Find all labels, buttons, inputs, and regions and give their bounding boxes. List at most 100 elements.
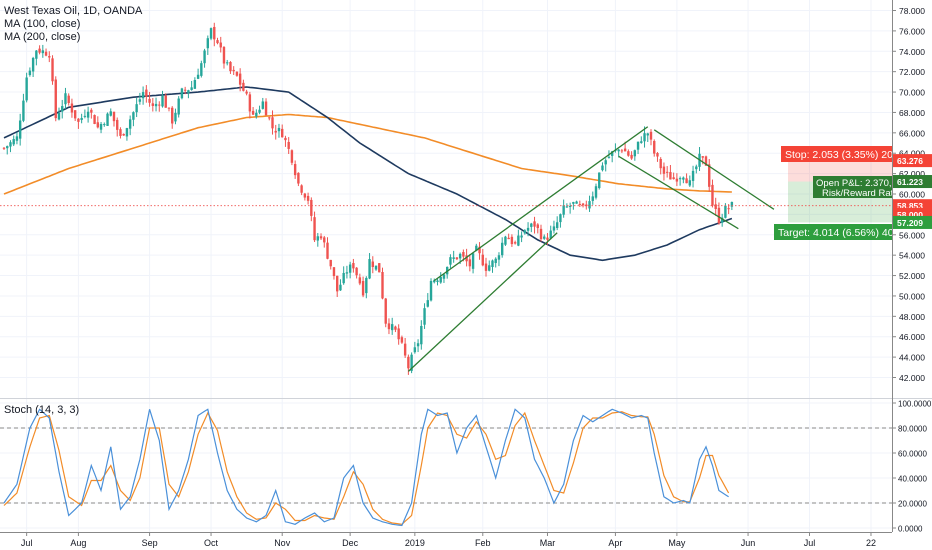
candle-body	[581, 203, 585, 206]
candle-body	[206, 38, 210, 49]
candle-body	[103, 124, 106, 126]
candle-body	[310, 199, 313, 216]
candle-body	[255, 112, 258, 117]
candle-body	[158, 104, 161, 106]
candle-body	[41, 50, 45, 54]
candle-body	[410, 354, 413, 371]
candle-body	[368, 259, 371, 279]
candle-body	[348, 264, 352, 273]
candle-body	[213, 26, 216, 40]
candle-body	[48, 56, 51, 58]
candle-body	[555, 222, 559, 229]
candle-body	[187, 90, 190, 93]
candle-body	[374, 265, 378, 270]
candle-body	[403, 343, 407, 356]
candle-body	[656, 153, 659, 157]
time-tick-label: Oct	[204, 538, 219, 548]
time-tick-label: 2019	[405, 538, 425, 548]
candle-body	[171, 107, 174, 124]
stoch-legend[interactable]: Stoch (14, 3, 3)	[4, 404, 79, 416]
chart-title[interactable]: West Texas Oil, 1D, OANDA	[4, 5, 143, 17]
ma200-legend[interactable]: MA (200, close)	[4, 31, 80, 43]
candle-body	[77, 118, 80, 122]
time-tick-label: Nov	[274, 538, 291, 548]
candle-body	[675, 178, 679, 182]
candle-body	[371, 261, 374, 268]
candle-body	[332, 267, 336, 277]
entry-price-tag	[893, 175, 932, 189]
candle-body	[688, 180, 692, 186]
stoch-tick-label: 40.0000	[898, 475, 927, 484]
candle-body	[391, 324, 394, 331]
candle-body	[222, 46, 226, 64]
candle-body	[452, 257, 455, 259]
time-tick-label: Dec	[342, 538, 359, 548]
candle-body	[190, 87, 193, 90]
candle-body	[708, 164, 711, 187]
time-tick-label: Jul	[21, 538, 33, 548]
candle-body	[226, 62, 229, 64]
channel-line[interactable]	[618, 155, 739, 230]
candle-body	[598, 172, 601, 189]
candle-body	[216, 40, 219, 44]
candle-body	[462, 252, 465, 257]
stoch-axis[interactable]: 0.0000 20.0000 40.0000 60.0000 80.0000 100.00…	[892, 400, 932, 534]
candle-body	[232, 69, 235, 72]
candle-body	[562, 205, 565, 215]
candle-body	[287, 141, 290, 149]
candle-body	[9, 142, 12, 147]
candle-body	[116, 119, 119, 130]
time-axis[interactable]: Jul Aug Sep Oct Nov Dec 2019 Feb Mar Apr May Jun Jul…	[21, 532, 876, 548]
candle-body	[93, 115, 96, 124]
stop-label-text: Stop: 2.053 (3.35%) 2053, A	[785, 149, 917, 161]
candle-body	[90, 109, 93, 113]
candle-body	[2, 147, 6, 149]
candle-body	[585, 204, 588, 207]
candle-body	[591, 196, 594, 201]
stoch-tick-label: 20.0000	[898, 500, 927, 509]
channel-line[interactable]	[407, 232, 558, 372]
candle-body	[99, 123, 103, 130]
candle-body	[248, 94, 252, 112]
candle-body	[717, 207, 721, 224]
candle-body	[300, 185, 303, 193]
candle-body	[22, 100, 25, 121]
candle-body	[132, 112, 135, 120]
ma100-path	[3, 86, 733, 262]
candle-body	[513, 242, 517, 244]
candle-body	[329, 259, 332, 267]
stoch-d-path	[3, 411, 730, 525]
trend-channels[interactable]	[407, 126, 775, 372]
target-label-text: Target: 4.014 (6.56%) 4014, A	[778, 227, 918, 239]
price-tick-label: 78.000	[899, 6, 925, 16]
candle-body	[685, 178, 688, 184]
price-tick-label: 60.000	[899, 190, 925, 200]
candle-body	[238, 73, 242, 85]
target-price-tag	[893, 215, 932, 229]
candle-body	[245, 91, 248, 94]
candle-body	[67, 95, 70, 104]
candle-body	[277, 127, 281, 132]
candle-body	[471, 253, 475, 269]
ma100-legend[interactable]: MA (100, close)	[4, 18, 80, 30]
candle-body	[183, 89, 187, 91]
candle-body	[83, 115, 87, 117]
candle-body	[491, 260, 494, 268]
candle-body	[25, 77, 28, 101]
candle-body	[730, 201, 734, 207]
channel-line[interactable]	[653, 129, 775, 210]
candle-body	[594, 186, 598, 198]
price-tick-label: 72.000	[899, 67, 925, 77]
channel-line[interactable]	[433, 126, 649, 282]
candle-body	[627, 151, 630, 156]
candle-body	[449, 257, 452, 265]
candle-body	[607, 156, 611, 158]
candle-body	[720, 217, 724, 223]
stoch-tick-label: 100.0000	[898, 400, 932, 409]
ma200-line	[3, 113, 732, 195]
candle-body	[164, 95, 167, 108]
candle-body	[125, 128, 129, 137]
price-tick-label: 56.000	[899, 230, 925, 240]
candle-body	[601, 165, 604, 171]
candle-body	[361, 281, 365, 296]
